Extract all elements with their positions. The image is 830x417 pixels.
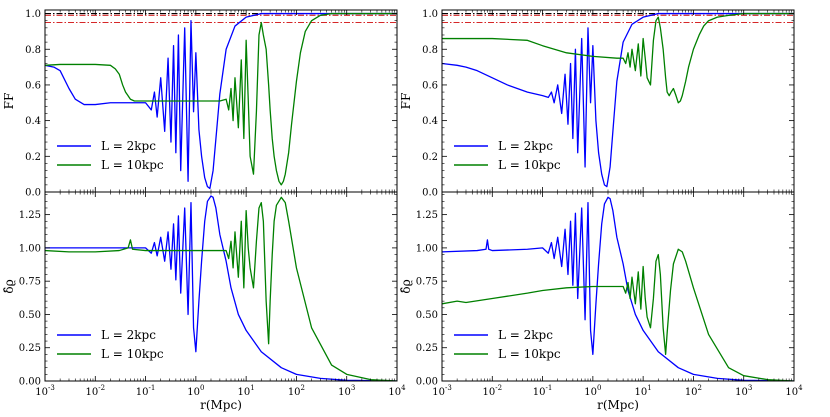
x-axis-label-left: r(Mpc) [200, 398, 242, 412]
x-tick-label: 104 [388, 384, 406, 398]
series-line-0 [442, 12, 794, 188]
y-tick-label: 1.00 [19, 243, 41, 254]
plot-frame [44, 191, 398, 382]
legend-label: L = 10kpc [101, 347, 164, 361]
x-tick-label: 10-2 [483, 384, 503, 398]
y-tick-label: 1.25 [19, 210, 41, 221]
plot-frame [441, 9, 795, 193]
plot-frame [441, 191, 795, 382]
y-axis-label: δ̂ϱ [399, 279, 413, 293]
y-tick-label: 0.4 [25, 116, 41, 127]
legend-label: L = 2kpc [498, 328, 553, 342]
legend-label: L = 2kpc [101, 328, 156, 342]
legend-label: L = 10kpc [498, 158, 561, 172]
x-tick-label: 10-2 [86, 384, 106, 398]
legend-label: L = 2kpc [498, 139, 553, 153]
y-tick-label: 0.25 [19, 343, 41, 354]
x-tick-label: 101 [635, 384, 652, 398]
y-tick-label: 0.8 [422, 45, 438, 56]
y-tick-label: 0.2 [422, 152, 438, 163]
legend-label: L = 2kpc [101, 139, 156, 153]
series-line-0 [442, 196, 794, 381]
y-tick-label: 0.75 [19, 277, 41, 288]
y-axis-label: FF [2, 93, 16, 110]
series-line-0 [45, 12, 397, 190]
x-tick-label: 102 [288, 384, 305, 398]
x-tick-label: 102 [685, 384, 702, 398]
x-tick-label: 100 [584, 384, 601, 398]
series-line-1 [45, 196, 397, 381]
x-tick-label: 104 [785, 384, 803, 398]
y-tick-label: 0.0 [25, 188, 41, 199]
x-tick-label: 10-1 [136, 384, 156, 398]
y-tick-label: 0.00 [19, 377, 41, 388]
x-tick-label: 10-3 [432, 384, 452, 398]
y-tick-label: 0.2 [25, 152, 41, 163]
y-tick-label: 0.4 [422, 116, 438, 127]
panel-right-top: 0.0 0.2 0.4 0.6 0.8 1.0 FF L = 2kpc L = 10kpc [399, 9, 795, 199]
y-axis-label: FF [399, 93, 413, 110]
y-tick-label: 0.75 [416, 277, 438, 288]
y-tick-label: 0.8 [25, 45, 41, 56]
panel-right-bottom: 0.00 0.25 0.50 0.75 1.00 1.25 δ̂ϱ 10-3 10-2 10-1 1… [399, 191, 803, 398]
x-tick-label: 10-3 [35, 384, 55, 398]
x-tick-label: 103 [338, 384, 355, 398]
series-line-1 [442, 248, 794, 381]
y-tick-label: 0.00 [416, 377, 438, 388]
y-tick-label: 0.6 [422, 80, 438, 91]
y-tick-label: 1.25 [416, 210, 438, 221]
y-tick-label: 1.00 [416, 243, 438, 254]
panel-left-top: 0.0 0.2 0.4 0.6 0.8 1.0 FF L = 2kpc L = 10kpc [2, 9, 398, 199]
x-tick-label: 101 [238, 384, 255, 398]
y-tick-label: 0.50 [416, 310, 438, 321]
x-axis-label-right: r(Mpc) [597, 398, 639, 412]
y-tick-label: 1.0 [422, 9, 438, 20]
series-line-0 [45, 195, 397, 381]
series-line-1 [442, 12, 794, 104]
y-tick-label: 1.0 [25, 9, 41, 20]
x-tick-label: 100 [187, 384, 204, 398]
y-tick-label: 0.25 [416, 343, 438, 354]
panel-left-bottom: 0.00 0.25 0.50 0.75 1.00 1.25 δ̂ϱ 10-3 10-2 10-1 1… [2, 191, 406, 398]
y-tick-label: 0.6 [25, 80, 41, 91]
x-tick-label: 103 [735, 384, 752, 398]
y-tick-label: 0.0 [422, 188, 438, 199]
y-tick-label: 0.50 [19, 310, 41, 321]
x-tick-label: 10-1 [533, 384, 553, 398]
y-axis-label: δ̂ϱ [2, 279, 16, 293]
legend-label: L = 10kpc [101, 158, 164, 172]
legend-label: L = 10kpc [498, 347, 561, 361]
series-line-1 [45, 12, 397, 186]
